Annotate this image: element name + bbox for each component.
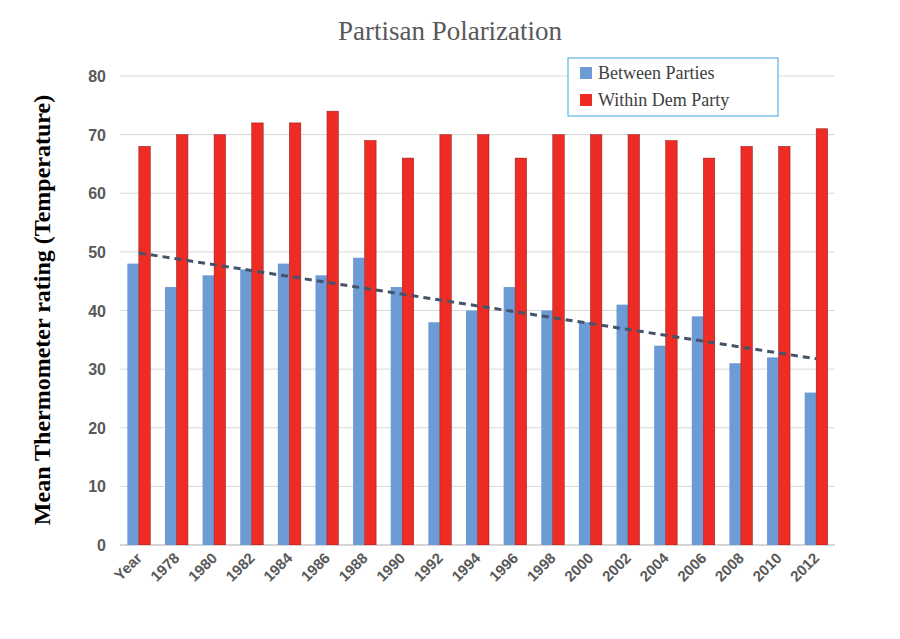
bar <box>440 135 452 545</box>
y-tick-label: 80 <box>88 68 106 85</box>
bar <box>767 357 779 545</box>
bar <box>590 135 602 545</box>
x-tick-label: 1992 <box>410 549 446 585</box>
bar <box>391 287 403 545</box>
title: Partisan Polarization <box>338 16 563 46</box>
bar <box>816 129 828 545</box>
y-tick-label: 50 <box>88 244 106 261</box>
bar <box>139 146 151 545</box>
x-tick-label: 2000 <box>561 549 597 585</box>
x-tick-label: 1978 <box>147 549 183 585</box>
x-tick-label: 2006 <box>674 549 710 585</box>
bar <box>779 146 791 545</box>
x-tick-label: Year <box>110 549 145 584</box>
x-tick-label: 1994 <box>448 549 484 585</box>
y-tick-label: 10 <box>88 478 106 495</box>
bar <box>327 111 339 545</box>
x-tick-label: 2004 <box>636 549 672 585</box>
bar <box>579 322 591 545</box>
bar <box>729 363 741 545</box>
bar <box>365 140 377 545</box>
x-tick-label: 1988 <box>335 549 371 585</box>
x-tick-label: 2010 <box>749 549 785 585</box>
legend-swatch <box>580 67 592 79</box>
bar <box>203 275 215 545</box>
bar <box>278 264 290 545</box>
bar <box>515 158 527 545</box>
y-tick-label: 30 <box>88 361 106 378</box>
bar <box>703 158 715 545</box>
bar <box>315 275 327 545</box>
bar <box>165 287 177 545</box>
bar <box>289 123 301 545</box>
bar <box>617 305 629 545</box>
bar <box>666 140 678 545</box>
bar <box>428 322 440 545</box>
x-tick-label: 1984 <box>260 549 296 585</box>
x-tick-label: 1990 <box>373 549 409 585</box>
bar <box>805 393 817 545</box>
x-tick-label: 2012 <box>787 549 823 585</box>
bar <box>466 311 478 546</box>
legend-label: Between Parties <box>598 63 714 83</box>
bar <box>176 135 188 545</box>
bar <box>541 311 553 546</box>
legend-swatch <box>580 94 592 106</box>
bar <box>127 264 139 545</box>
bar <box>628 135 640 545</box>
bar <box>402 158 414 545</box>
bar <box>240 269 252 545</box>
y-tick-label: 60 <box>88 185 106 202</box>
bar <box>692 316 704 545</box>
y-tick-label: 20 <box>88 420 106 437</box>
bar <box>478 135 490 545</box>
y-tick-label: 70 <box>88 127 106 144</box>
x-tick-label: 1996 <box>486 549 522 585</box>
x-tick-label: 1986 <box>297 549 333 585</box>
bar <box>252 123 263 545</box>
x-tick-label: 1980 <box>185 549 221 585</box>
x-tick-label: 1982 <box>222 549 258 585</box>
bar <box>353 258 365 545</box>
y-axis-label: Mean Thermometer rating (Temperature) <box>29 95 55 525</box>
bar <box>504 287 516 545</box>
legend: Between Parties Within Dem Party <box>568 58 778 116</box>
x-tick-label: 2008 <box>711 549 747 585</box>
x-tick-label: 1998 <box>523 549 559 585</box>
chart: Partisan Polarization Mean Thermometer ra… <box>0 0 900 639</box>
trend-line <box>139 253 816 359</box>
bar <box>553 135 565 545</box>
bar <box>741 146 753 545</box>
y-tick-label: 0 <box>97 537 106 554</box>
bar <box>214 135 226 545</box>
bars <box>127 111 827 545</box>
legend-box <box>568 58 778 116</box>
bar <box>654 346 666 545</box>
x-tick-label: 2002 <box>599 549 635 585</box>
y-tick-label: 40 <box>88 303 106 320</box>
legend-label: Within Dem Party <box>598 90 729 110</box>
